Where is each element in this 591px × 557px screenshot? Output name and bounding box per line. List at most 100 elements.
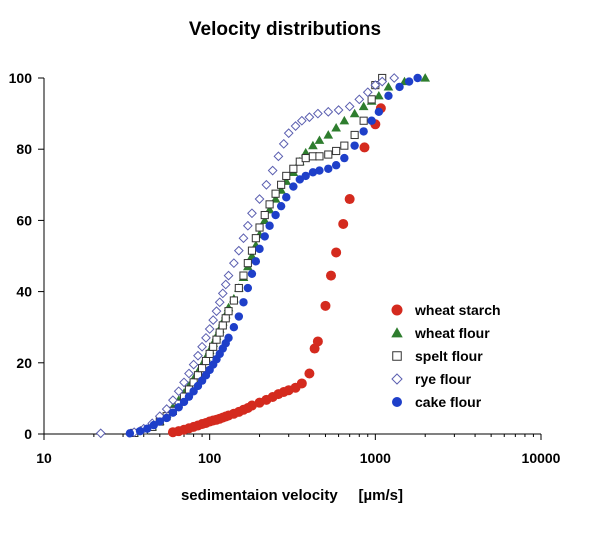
data-point [350, 130, 359, 140]
data-point [324, 150, 333, 159]
data-point [273, 151, 284, 162]
data-point [359, 116, 368, 125]
data-point [229, 323, 239, 332]
data-point [197, 341, 207, 352]
data-point [229, 296, 238, 305]
data-point [277, 180, 286, 189]
y-tick-label: 0 [24, 426, 32, 442]
data-point [374, 90, 384, 100]
data-point [193, 350, 203, 361]
data-point [234, 312, 244, 321]
data-point [404, 77, 414, 86]
data-point [238, 233, 249, 244]
data-point [251, 234, 260, 243]
series-wheat-flour [129, 73, 431, 437]
series-cake-flour [125, 73, 422, 438]
data-point [377, 76, 388, 87]
data-point [308, 168, 318, 177]
data-point [383, 82, 394, 91]
data-point [290, 121, 301, 131]
series-spelt-flour [130, 73, 387, 438]
data-point [243, 283, 253, 293]
data-point [324, 164, 333, 173]
data-point [338, 218, 349, 229]
data-point [339, 115, 350, 125]
data-point [261, 179, 272, 190]
data-point [233, 245, 244, 256]
data-point [276, 201, 286, 211]
data-point [221, 314, 230, 323]
data-point [395, 82, 404, 92]
legend-label: wheat starch [414, 302, 501, 318]
data-point [359, 142, 370, 153]
data-point [289, 164, 298, 173]
data-point [217, 288, 228, 299]
data-point [234, 283, 243, 293]
data-point [251, 257, 261, 266]
data-point [340, 153, 349, 163]
data-point [95, 428, 106, 439]
data-point [271, 189, 280, 198]
y-tick-label: 40 [16, 284, 32, 300]
legend-label: rye flour [415, 371, 472, 387]
data-point [420, 73, 431, 82]
data-point [340, 141, 349, 150]
data-point [301, 154, 310, 163]
data-point [323, 106, 334, 117]
data-point [331, 247, 342, 258]
data-point [239, 271, 248, 280]
data-point [312, 336, 323, 347]
data-point [205, 349, 214, 358]
y-tick-label: 100 [9, 70, 33, 86]
plot-points [95, 73, 431, 439]
data-point [209, 342, 218, 351]
data-point [255, 244, 264, 254]
data-point [331, 161, 341, 170]
data-point [354, 94, 365, 105]
data-point [301, 171, 310, 181]
data-point [184, 368, 194, 379]
data-point [214, 297, 225, 308]
data-point [374, 107, 384, 117]
data-point [312, 108, 323, 119]
data-point [314, 135, 325, 144]
legend-marker [392, 397, 402, 407]
x-tick-label: 10000 [522, 450, 561, 466]
chart-title: Velocity distributions [189, 19, 381, 40]
data-point [367, 95, 376, 104]
data-point [333, 105, 344, 115]
y-tick-label: 80 [16, 141, 32, 157]
data-point [243, 259, 252, 268]
data-point [215, 328, 224, 337]
data-point [344, 101, 355, 112]
legend: wheat starch wheat flour spelt flour rye fl… [391, 302, 501, 410]
data-point [224, 307, 233, 316]
data-point [247, 208, 257, 219]
data-point [168, 408, 178, 417]
y-tick-label: 20 [16, 355, 32, 371]
data-point [211, 306, 222, 317]
data-point [344, 194, 355, 205]
data-point [155, 417, 164, 426]
data-point [204, 324, 215, 334]
data-point [162, 413, 171, 423]
x-tick-label: 100 [198, 450, 222, 466]
data-point [135, 426, 145, 436]
data-point [331, 123, 341, 132]
data-point [179, 377, 189, 388]
data-point [278, 138, 289, 149]
data-point [283, 128, 294, 139]
data-point [220, 279, 231, 290]
data-point [332, 146, 341, 156]
series-rye-flour [95, 73, 400, 439]
data-point [320, 300, 331, 311]
data-point [259, 215, 270, 225]
data-point [267, 165, 278, 176]
data-point [254, 194, 265, 204]
data-point [125, 429, 135, 438]
legend-marker [392, 351, 402, 361]
data-point [271, 210, 280, 220]
data-point [188, 359, 199, 370]
data-point [247, 269, 257, 278]
